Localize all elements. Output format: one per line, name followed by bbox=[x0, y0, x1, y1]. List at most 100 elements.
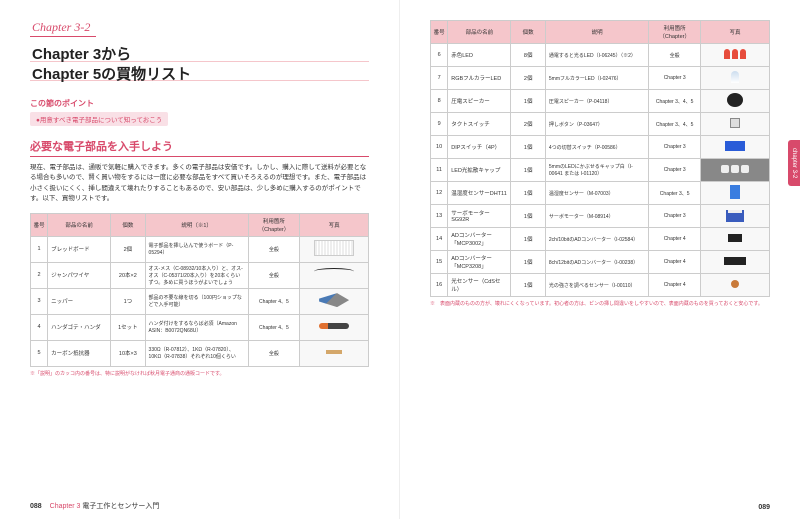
row-photo bbox=[701, 159, 770, 182]
row-name: 温湿度センサーDHT11 bbox=[448, 182, 511, 205]
row-num: 8 bbox=[431, 90, 448, 113]
row-name: 赤色LED bbox=[448, 44, 511, 67]
row-desc: サーボモーター（M-08914） bbox=[545, 205, 648, 228]
row-qty: 2個 bbox=[511, 67, 545, 90]
row-chap: Chapter 3 bbox=[649, 67, 701, 90]
section-title: 必要な電子部品を入手しよう bbox=[30, 138, 369, 157]
footnote-left: ※「説明」のカッコ内の番号は、特に説明がなければ秋月電子通商の通販コードです。 bbox=[30, 370, 369, 377]
parts-table-right: 番号部品の名前個数説明利用箇所（Chapter）写真 6赤色LED8個通電すると… bbox=[430, 20, 770, 297]
row-desc: ハンダ付けをするならば必須（Amazon ASIN：B0072QN68U） bbox=[145, 314, 248, 340]
table-header: 個数 bbox=[111, 213, 145, 236]
row-desc: 8ch/12bitのADコンバーター（I-00238） bbox=[545, 251, 648, 274]
row-photo bbox=[300, 314, 369, 340]
row-num: 3 bbox=[31, 288, 48, 314]
row-name: ニッパー bbox=[48, 288, 111, 314]
row-qty: 1セット bbox=[111, 314, 145, 340]
row-num: 7 bbox=[431, 67, 448, 90]
row-photo bbox=[701, 182, 770, 205]
row-name: ブレッドボード bbox=[48, 236, 111, 262]
row-qty: 1個 bbox=[511, 136, 545, 159]
table-row: 5カーボン抵抗器10本×3330Ω（R-07812）、1KΩ（R-07820）、… bbox=[31, 340, 369, 366]
row-name: ハンダゴテ・ハンダ bbox=[48, 314, 111, 340]
row-desc: 温湿度センサー（M-07003） bbox=[545, 182, 648, 205]
row-num: 4 bbox=[31, 314, 48, 340]
footnote-right: ※ 表面内蔵のものの方が、壊れにくくなっています。初心者の方は、ピンの挿し間違い… bbox=[430, 300, 770, 307]
row-num: 14 bbox=[431, 228, 448, 251]
row-num: 11 bbox=[431, 159, 448, 182]
row-chap: 全般 bbox=[248, 340, 300, 366]
row-chap: 全般 bbox=[649, 44, 701, 67]
row-photo bbox=[701, 44, 770, 67]
row-chap: Chapter 4、5 bbox=[248, 314, 300, 340]
table-row: 1ブレッドボード2個電子部品を挿し込んで使うボード（P-05294）全般 bbox=[31, 236, 369, 262]
row-desc: 4つの切替スイッチ（P-00586） bbox=[545, 136, 648, 159]
row-chap: Chapter 3 bbox=[649, 205, 701, 228]
row-photo bbox=[701, 205, 770, 228]
row-num: 9 bbox=[431, 113, 448, 136]
row-name: DIPスイッチ（4P） bbox=[448, 136, 511, 159]
table-row: 11LED光拡散キャップ1個5mmのLEDにかぶせるキャップ白（I-00641 … bbox=[431, 159, 770, 182]
row-desc: 5mmのLEDにかぶせるキャップ白（I-00641 または I-01120） bbox=[545, 159, 648, 182]
table-row: 15ADコンバーター「MCP3208」1個8ch/12bitのADコンバーター（… bbox=[431, 251, 770, 274]
table-header: 部品の名前 bbox=[448, 21, 511, 44]
row-desc: 部品の不要な線を切る（100円ショップなどで入手可能） bbox=[145, 288, 248, 314]
row-name: LED光拡散キャップ bbox=[448, 159, 511, 182]
row-chap: Chapter 3、4、5 bbox=[649, 90, 701, 113]
row-name: ADコンバーター「MCP3208」 bbox=[448, 251, 511, 274]
row-qty: 1個 bbox=[511, 251, 545, 274]
row-photo bbox=[300, 262, 369, 288]
row-qty: 20本×2 bbox=[111, 262, 145, 288]
table-row: 6赤色LED8個通電すると光るLED（I-06245）（※2）全般 bbox=[431, 44, 770, 67]
table-row: 2ジャンパワイヤ20本×2オス-メス（C-08932/10本入り）と、オス-オス… bbox=[31, 262, 369, 288]
table-header: 部品の名前 bbox=[48, 213, 111, 236]
table-row: 16光センサー（CdSセル）1個光の強さを調べるセンサー（I-00110）Cha… bbox=[431, 274, 770, 297]
row-qty: 1個 bbox=[511, 205, 545, 228]
table-header: 利用箇所（Chapter） bbox=[649, 21, 701, 44]
row-desc: オス-メス（C-08932/10本入り）と、オス-オス（C-05371/20本入… bbox=[145, 262, 248, 288]
row-photo bbox=[701, 228, 770, 251]
row-qty: 1個 bbox=[511, 159, 545, 182]
row-photo bbox=[300, 340, 369, 366]
table-header: 番号 bbox=[31, 213, 48, 236]
table-header: 説明 bbox=[545, 21, 648, 44]
row-photo bbox=[701, 90, 770, 113]
row-photo bbox=[701, 113, 770, 136]
row-chap: Chapter 3、5 bbox=[649, 182, 701, 205]
table-header: 写真 bbox=[701, 21, 770, 44]
point-item: ●用意すべき電子部品について知っておこう bbox=[30, 112, 168, 126]
row-chap: Chapter 4 bbox=[649, 274, 701, 297]
row-qty: 2個 bbox=[511, 113, 545, 136]
row-name: タクトスイッチ bbox=[448, 113, 511, 136]
row-name: ジャンパワイヤ bbox=[48, 262, 111, 288]
table-header: 説明（※1） bbox=[145, 213, 248, 236]
row-num: 2 bbox=[31, 262, 48, 288]
row-chap: Chapter 4 bbox=[649, 228, 701, 251]
table-header: 写真 bbox=[300, 213, 369, 236]
row-desc: 押しボタン（P-03647） bbox=[545, 113, 648, 136]
table-row: 4ハンダゴテ・ハンダ1セットハンダ付けをするならば必須（Amazon ASIN：… bbox=[31, 314, 369, 340]
row-qty: 8個 bbox=[511, 44, 545, 67]
row-qty: 1個 bbox=[511, 228, 545, 251]
row-num: 16 bbox=[431, 274, 448, 297]
row-desc: 光の強さを調べるセンサー（I-00110） bbox=[545, 274, 648, 297]
table-row: 8圧電スピーカー1個圧電スピーカー（P-04118）Chapter 3、4、5 bbox=[431, 90, 770, 113]
table-row: 10DIPスイッチ（4P）1個4つの切替スイッチ（P-00586）Chapter… bbox=[431, 136, 770, 159]
row-photo bbox=[701, 274, 770, 297]
row-chap: 全般 bbox=[248, 262, 300, 288]
row-num: 5 bbox=[31, 340, 48, 366]
table-header: 利用箇所（Chapter） bbox=[248, 213, 300, 236]
row-num: 13 bbox=[431, 205, 448, 228]
row-qty: 1個 bbox=[511, 274, 545, 297]
row-name: 圧電スピーカー bbox=[448, 90, 511, 113]
row-num: 1 bbox=[31, 236, 48, 262]
row-desc: 圧電スピーカー（P-04118） bbox=[545, 90, 648, 113]
table-row: 13サーボモーターSG92R1個サーボモーター（M-08914）Chapter … bbox=[431, 205, 770, 228]
row-desc: 2ch/10bitのADコンバーター（I-02584） bbox=[545, 228, 648, 251]
table-row: 3ニッパー1つ部品の不要な線を切る（100円ショップなどで入手可能）Chapte… bbox=[31, 288, 369, 314]
row-name: RGBフルカラーLED bbox=[448, 67, 511, 90]
row-num: 6 bbox=[431, 44, 448, 67]
row-num: 12 bbox=[431, 182, 448, 205]
point-box: この節のポイント ●用意すべき電子部品について知っておこう bbox=[30, 98, 369, 126]
table-row: 12温湿度センサーDHT111個温湿度センサー（M-07003）Chapter … bbox=[431, 182, 770, 205]
row-qty: 2個 bbox=[111, 236, 145, 262]
